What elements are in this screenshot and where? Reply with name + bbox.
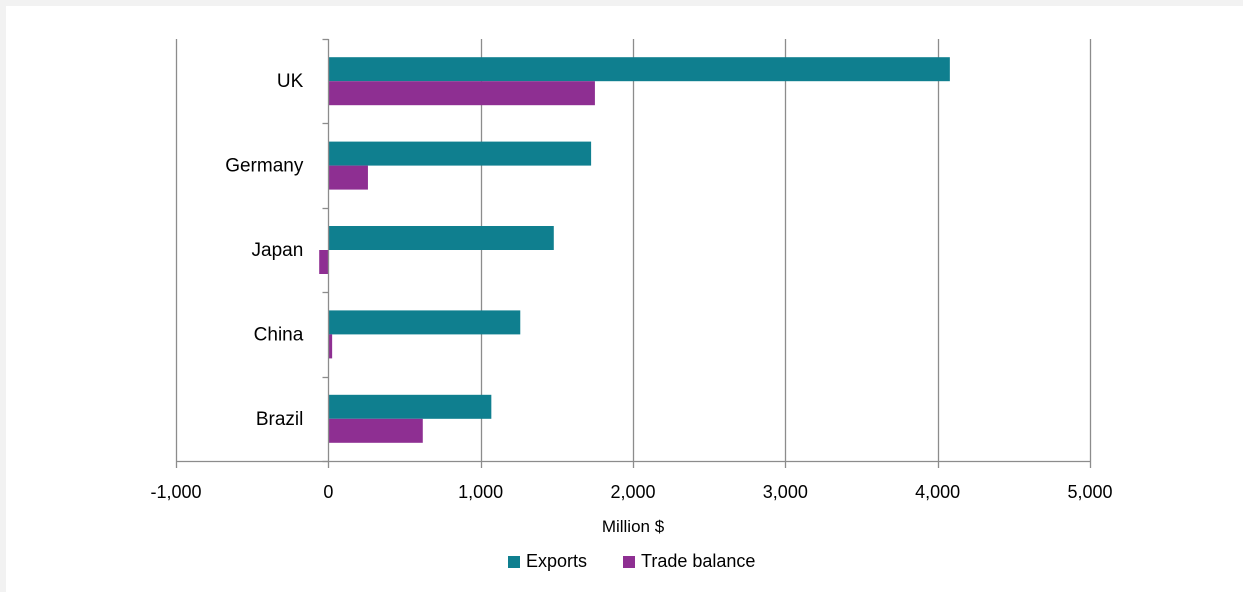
bar-exports-uk	[328, 57, 950, 82]
x-tick-label: 2,000	[610, 482, 655, 502]
bar-trade-balance-japan	[319, 250, 329, 274]
legend-label: Exports	[526, 551, 587, 571]
x-tick-label: -1,000	[150, 482, 201, 502]
x-tick-label: 4,000	[915, 482, 960, 502]
bar-chart: -1,000 0 1,000 2,000 3,000 4,000 5,000 UK Germa…	[150, 38, 1113, 571]
legend-swatch	[623, 556, 635, 568]
bar-trade-balance-germany	[328, 165, 368, 190]
bar-trade-balance-brazil	[328, 418, 423, 443]
x-tick-label: 5,000	[1067, 482, 1112, 502]
bar-exports-japan	[328, 226, 554, 250]
category-label: UK	[277, 71, 304, 92]
category-label: Japan	[252, 240, 304, 261]
x-axis-title: Million $	[602, 517, 665, 536]
x-tick-labels: -1,000 0 1,000 2,000 3,000 4,000 5,000	[150, 482, 1112, 502]
category-axis	[175, 38, 1092, 468]
category-labels: UK Germany Japan China Brazil	[225, 71, 304, 430]
x-tick-label: 0	[323, 482, 333, 502]
legend-swatch	[508, 556, 520, 568]
bar-exports-germany	[328, 141, 592, 166]
bars	[319, 57, 950, 443]
gridlines	[175, 39, 1092, 461]
x-tick-label: 3,000	[763, 482, 808, 502]
category-label: Germany	[225, 156, 304, 177]
legend-label: Trade balance	[641, 551, 755, 571]
category-label: China	[254, 324, 304, 345]
bar-trade-balance-china	[328, 334, 333, 359]
bar-trade-balance-uk	[328, 81, 595, 106]
chart-frame: -1,000 0 1,000 2,000 3,000 4,000 5,000 UK Germa…	[6, 6, 1243, 592]
bar-exports-brazil	[328, 394, 492, 419]
category-label: Brazil	[256, 409, 304, 430]
legend: Exports Trade balance	[508, 551, 755, 571]
bar-exports-china	[328, 310, 521, 335]
x-tick-label: 1,000	[458, 482, 503, 502]
